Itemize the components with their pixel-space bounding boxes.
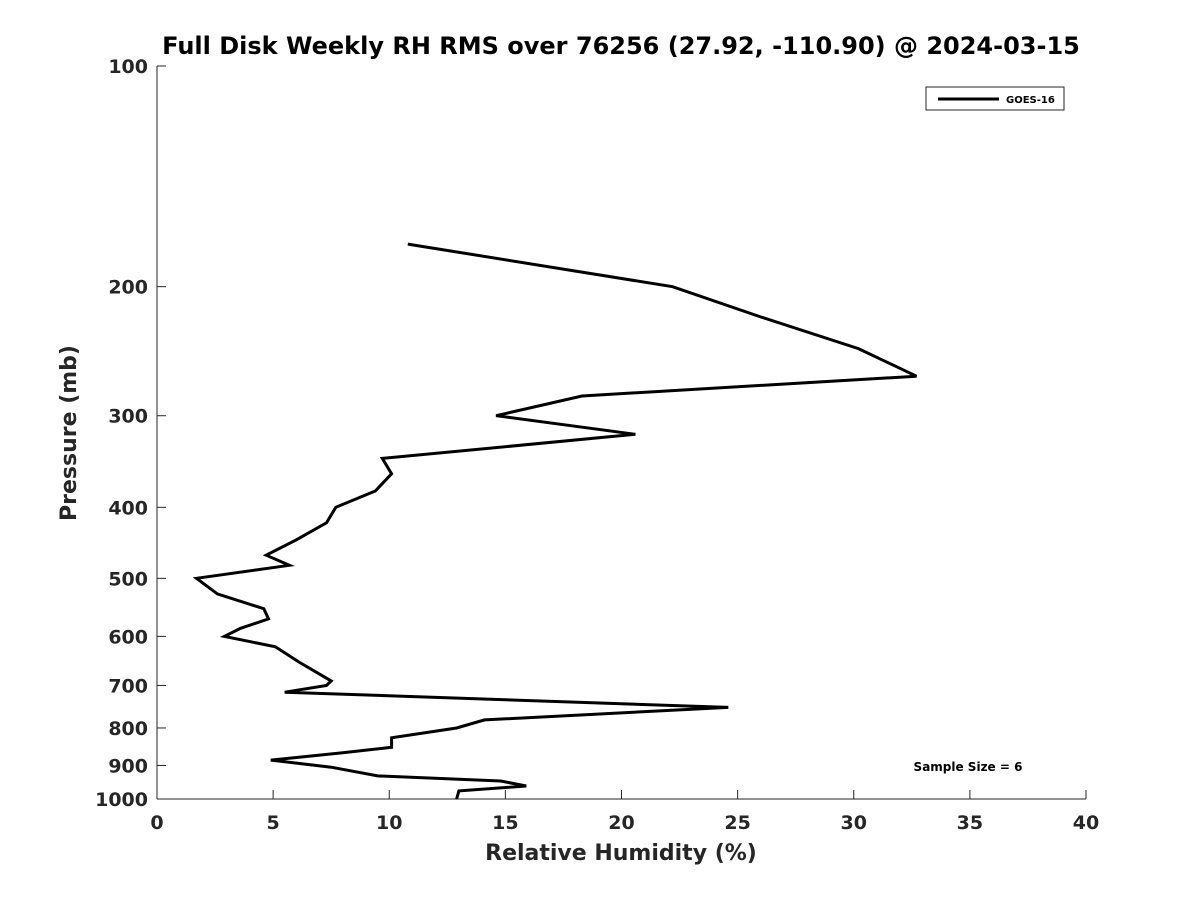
x-tick-label: 10 [376, 812, 402, 834]
y-tick-label: 1000 [95, 789, 148, 811]
chart-title: Full Disk Weekly RH RMS over 76256 (27.9… [162, 32, 1080, 60]
x-tick-label: 5 [267, 812, 280, 834]
y-tick-label: 200 [108, 277, 148, 299]
x-tick-label: 40 [1073, 812, 1099, 834]
y-tick-label: 700 [108, 675, 148, 697]
legend: GOES-16 [925, 86, 1065, 111]
x-ticks: 0 5 10 15 20 25 30 35 40 [150, 790, 1099, 834]
x-tick-label: 30 [841, 812, 867, 834]
x-tick-label: 25 [724, 812, 750, 834]
legend-label-goes-16: GOES-16 [1006, 95, 1055, 106]
series-layer [192, 242, 918, 800]
y-ticks: 100 200 300 400 500 600 700 800 900 1000 [95, 56, 166, 811]
y-tick-label: 300 [108, 406, 148, 428]
y-tick-label: 400 [108, 497, 148, 519]
series-line-goes-16 [192, 242, 918, 800]
y-tick-label: 600 [108, 626, 148, 648]
x-tick-label: 0 [150, 812, 163, 834]
y-axis-label: Pressure (mb) [57, 345, 82, 521]
y-tick-label: 900 [108, 755, 148, 777]
plot-area: 0 5 10 15 20 25 30 35 40 100 200 300 400 500 600 700 80… [95, 56, 1099, 834]
y-tick-label: 500 [108, 568, 148, 590]
y-tick-label: 800 [108, 718, 148, 740]
x-tick-label: 20 [608, 812, 634, 834]
x-tick-label: 15 [492, 812, 518, 834]
sample-size-annotation: Sample Size = 6 [914, 760, 1023, 774]
y-tick-label: 100 [108, 56, 148, 78]
x-axis-label: Relative Humidity (%) [485, 841, 757, 866]
x-tick-label: 35 [957, 812, 983, 834]
